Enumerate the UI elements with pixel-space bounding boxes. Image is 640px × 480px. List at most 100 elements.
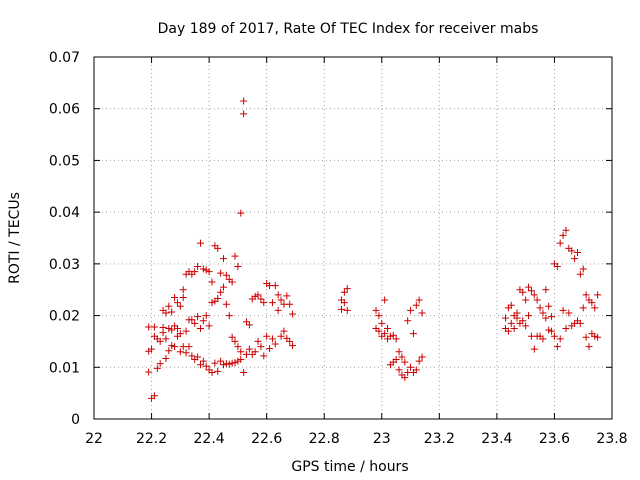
data-point [562,325,570,332]
data-point [188,352,196,360]
data-point [194,262,202,270]
data-point [220,361,227,369]
data-point [243,318,251,326]
data-point [562,226,570,234]
data-point [202,312,210,320]
data-point [196,361,204,369]
data-point [289,310,297,318]
data-point [168,308,176,316]
data-point [277,296,285,304]
data-point [196,325,204,332]
data-point [257,295,265,303]
data-point [545,326,553,334]
x-tick-label: 22.4 [194,431,225,447]
data-point [412,366,420,374]
data-point [594,291,602,299]
data-point [251,348,259,356]
data-point [268,299,276,307]
data-point [579,265,587,273]
data-point [237,348,245,356]
data-point [237,209,245,217]
data-point [415,357,423,365]
x-tick-label: 23.8 [596,431,627,447]
data-point [553,343,561,351]
data-point [378,319,386,327]
data-point [542,286,550,294]
data-point [176,330,184,338]
data-point [559,306,567,314]
data-point [231,359,239,367]
data-point [271,282,279,290]
data-point [194,353,202,361]
data-point [171,343,179,351]
data-point [340,288,348,296]
data-point [217,269,225,277]
data-point [165,302,173,310]
data-point [533,296,541,304]
data-point [283,334,291,342]
data-point [148,345,156,353]
data-point [220,255,227,263]
data-point [245,345,253,353]
data-point [231,252,239,260]
data-point [504,327,512,335]
data-point [392,335,400,343]
data-point [222,360,230,368]
data-point [525,312,533,320]
data-point [254,337,262,345]
data-point [257,343,265,351]
data-point [171,293,179,301]
data-point [582,333,590,341]
data-point [214,367,222,375]
data-point [268,335,276,343]
x-tick-label: 23.2 [424,431,455,447]
data-point [168,326,176,334]
x-tick-label: 22.8 [309,431,340,447]
x-tick-label: 23 [373,431,391,447]
data-point [176,302,184,310]
data-point [191,268,199,276]
plot-frame [93,56,613,420]
data-point [585,343,593,351]
data-point [513,309,521,317]
data-point [542,314,550,322]
data-point [519,288,527,296]
data-point [202,266,210,274]
data-point [579,304,587,312]
data-point [217,288,225,296]
data-point [573,248,581,256]
data-point [571,255,579,263]
data-point [418,309,426,317]
data-point [286,337,294,345]
data-point [556,239,564,247]
data-point [507,319,515,327]
data-point [182,349,190,357]
data-point [214,295,222,303]
data-point [162,335,170,343]
data-point [208,299,216,307]
y-tick-label: 0.02 [49,309,80,325]
data-point [191,319,199,327]
data-point [527,287,535,295]
data-point [251,292,259,300]
data-point [274,306,282,314]
data-point [240,368,248,376]
data-point [222,271,230,279]
data-point [415,296,423,304]
data-point [550,332,558,340]
data-point [208,278,216,286]
data-point [263,332,271,340]
data-point [182,327,190,335]
data-point [407,363,415,371]
data-point [234,357,242,365]
data-point [548,327,556,335]
data-point [286,300,294,308]
data-point [519,317,527,325]
data-point [398,353,406,361]
data-point [228,359,236,367]
data-point [220,283,227,291]
data-point [343,306,351,314]
data-point [404,317,412,325]
data-point [372,306,380,314]
data-point [545,302,553,310]
